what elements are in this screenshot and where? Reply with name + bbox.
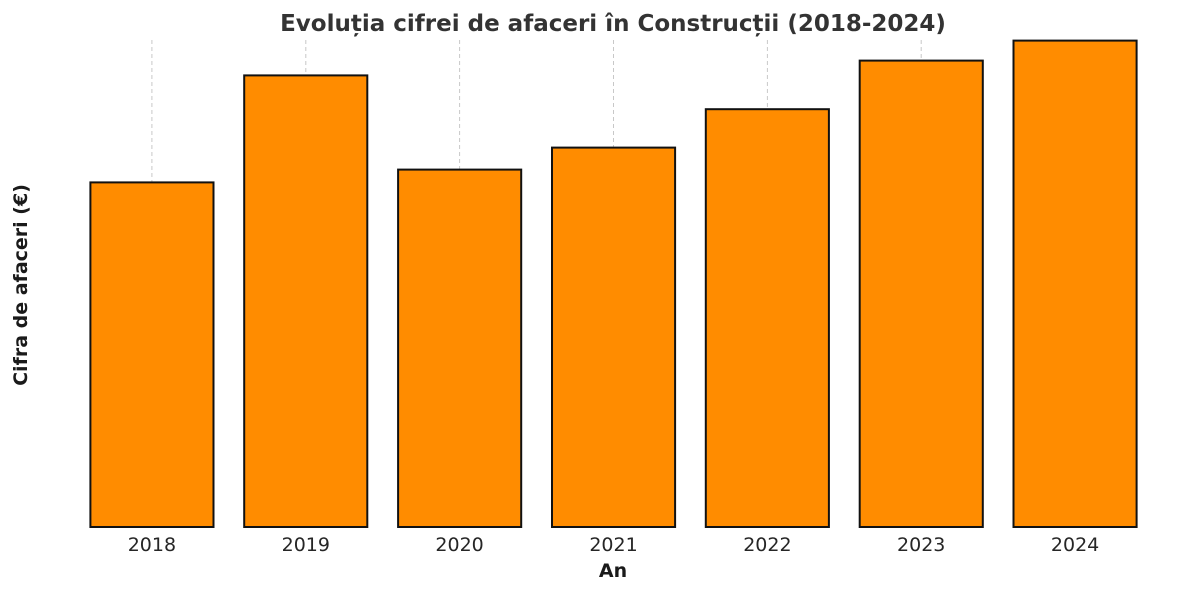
x-axis-label: An (599, 560, 627, 582)
x-tick-2019: 2019 (282, 534, 330, 556)
bar-2020 (397, 168, 523, 528)
x-tick-2018: 2018 (128, 534, 176, 556)
y-axis-label: Cifra de afaceri (€) (10, 184, 32, 386)
bar-2023 (858, 59, 984, 528)
chart-title: Evoluția cifrei de afaceri în Construcți… (280, 11, 946, 37)
bar-2021 (551, 146, 677, 528)
x-tick-2021: 2021 (589, 534, 637, 556)
x-tick-2023: 2023 (897, 534, 945, 556)
x-tick-2022: 2022 (743, 534, 791, 556)
x-tick-2020: 2020 (435, 534, 483, 556)
bars (89, 39, 1138, 529)
bar-2018 (89, 181, 215, 528)
bar-2019 (243, 74, 369, 529)
bar-2022 (704, 108, 830, 528)
bar-2024 (1012, 39, 1138, 528)
x-tick-2024: 2024 (1051, 534, 1099, 556)
x-tick-labels: 2018 2019 2020 2021 2022 2023 2024 (128, 534, 1100, 556)
